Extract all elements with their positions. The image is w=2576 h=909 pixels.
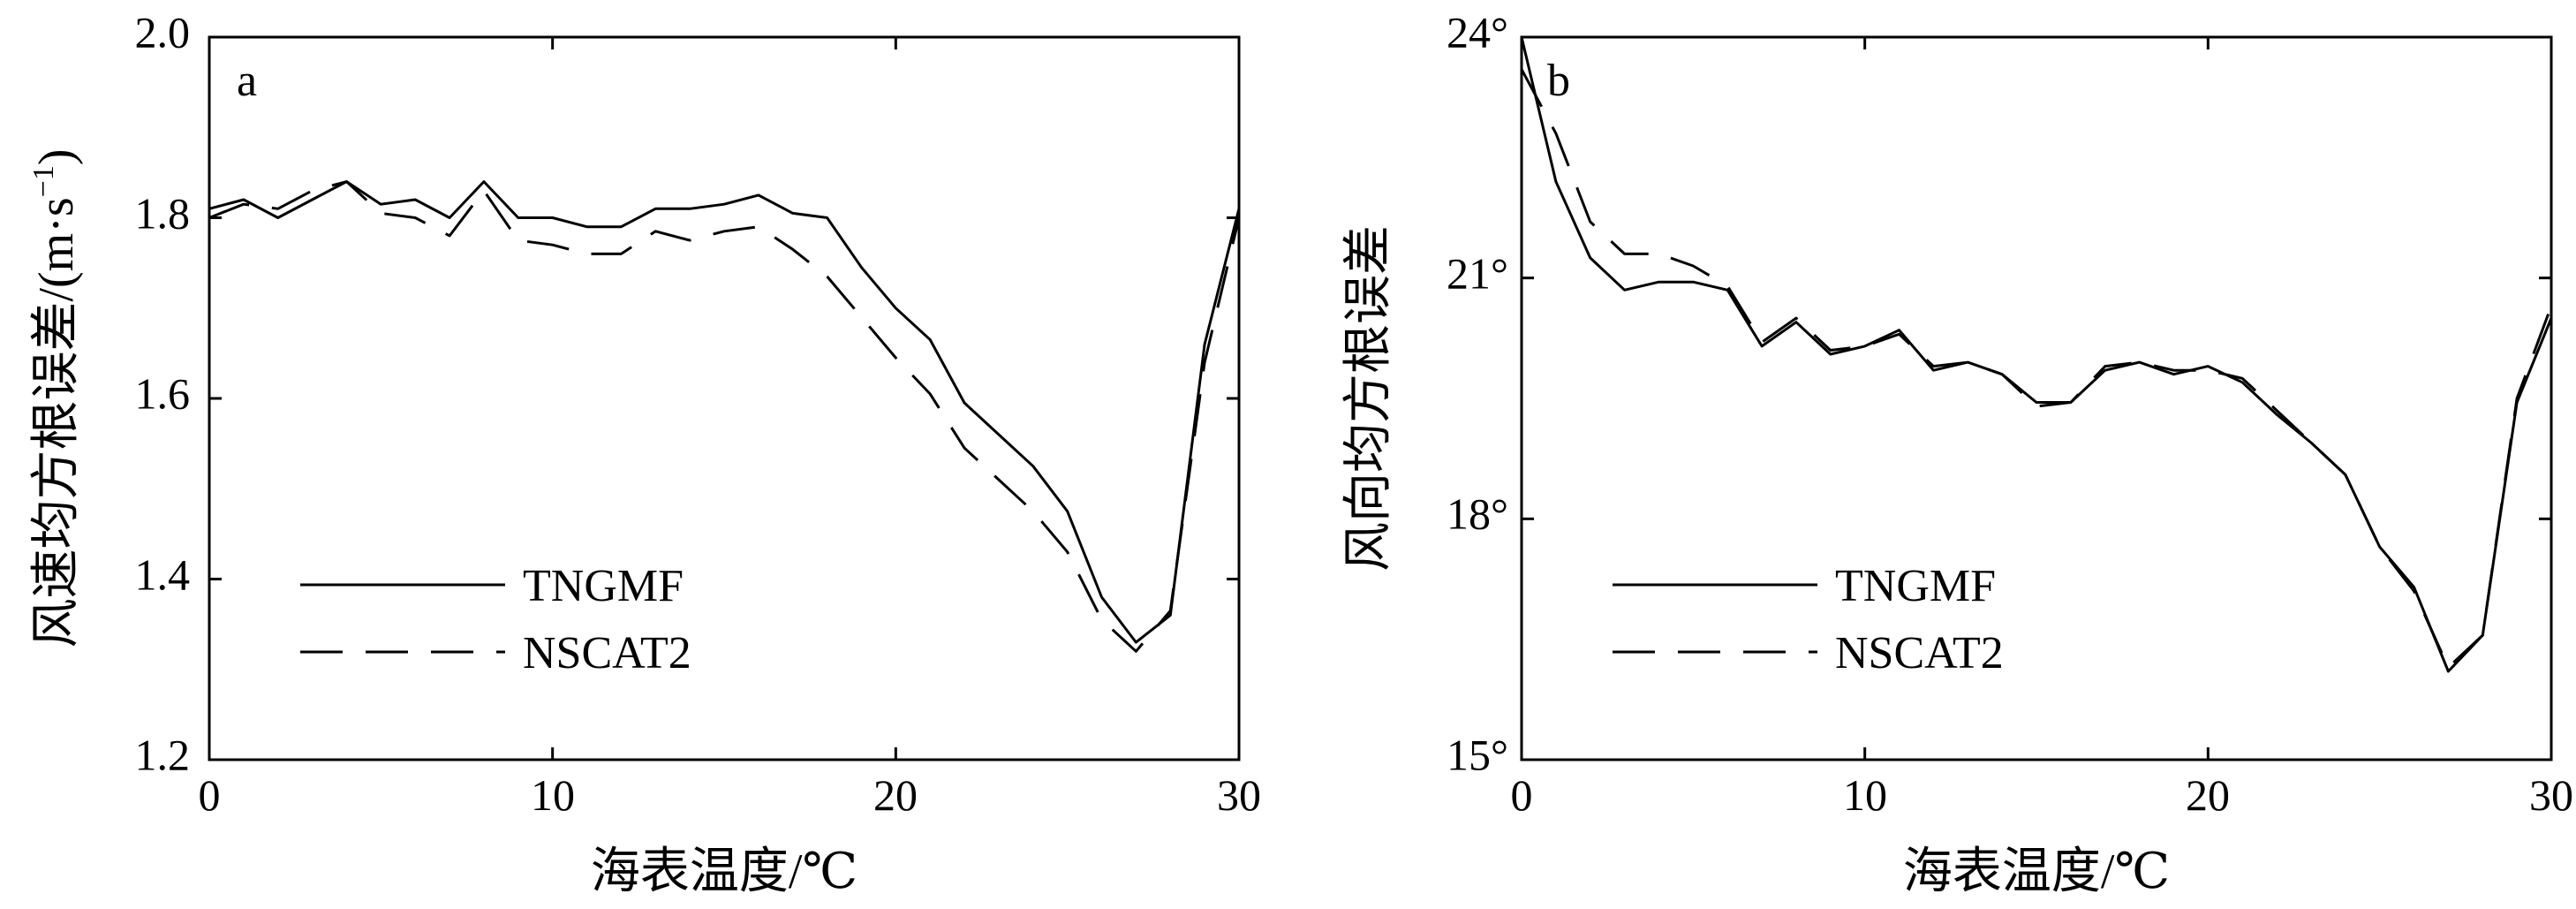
y-tick-label: 2.0 bbox=[135, 7, 191, 57]
y-tick-label: 21° bbox=[1447, 248, 1508, 298]
x-tick-label: 20 bbox=[873, 770, 918, 820]
series-line-nscat2 bbox=[1520, 68, 2553, 669]
x-tick-label: 0 bbox=[1511, 770, 1533, 820]
y-tick-label: 1.8 bbox=[135, 188, 191, 238]
x-tick-label: 30 bbox=[2529, 770, 2573, 820]
y-tick-label: 24° bbox=[1447, 7, 1508, 57]
y-tick-label: 18° bbox=[1447, 489, 1508, 538]
legend: TNGMF NSCAT2 bbox=[300, 561, 691, 678]
x-axis-label: 海表温度/℃ bbox=[591, 845, 857, 899]
plot-frame bbox=[1520, 35, 2553, 761]
plot-frame bbox=[208, 35, 1241, 761]
y-axis-label: 风速均方根误差/(m·s−1) bbox=[27, 148, 84, 648]
y-axis-label-superscript: −1 bbox=[27, 165, 60, 197]
series-line-tngmf bbox=[208, 180, 1241, 644]
series-lines bbox=[1520, 36, 2553, 673]
legend-label-tngmf: TNGMF bbox=[1835, 561, 1996, 611]
series-lines bbox=[208, 180, 1241, 653]
panel-b: b 15° 18° 21° 24° 0 10 20 30 海表温度/℃ 风向均方… bbox=[1341, 7, 2573, 899]
y-tick-label: 1.4 bbox=[135, 549, 191, 599]
legend: TNGMF NSCAT2 bbox=[1613, 561, 2004, 678]
legend-label-nscat2: NSCAT2 bbox=[1835, 628, 2004, 678]
panel-label: b bbox=[1547, 56, 1570, 106]
panel-label: a bbox=[237, 56, 257, 106]
y-axis-label: 风向均方根误差 bbox=[1341, 225, 1396, 572]
y-axis-label-close: ) bbox=[29, 148, 84, 165]
series-line-tngmf bbox=[1520, 36, 2553, 673]
x-tick-label: 20 bbox=[2186, 770, 2230, 820]
legend-label-tngmf: TNGMF bbox=[523, 561, 684, 611]
tick-marks bbox=[1520, 35, 2553, 761]
x-tick-label: 30 bbox=[1217, 770, 1261, 820]
y-tick-label: 15° bbox=[1447, 730, 1508, 779]
x-tick-label: 0 bbox=[199, 770, 221, 820]
panel-a: a 1.2 1.4 1.6 1.8 2.0 0 10 20 30 海表温度/℃ … bbox=[27, 7, 1261, 899]
tick-marks bbox=[208, 35, 1241, 761]
y-axis-label-main: 风速均方根误差/(m·s bbox=[29, 197, 84, 648]
x-tick-label: 10 bbox=[531, 770, 575, 820]
y-tick-label: 1.2 bbox=[135, 730, 191, 779]
y-tick-label: 1.6 bbox=[135, 368, 191, 418]
series-line-nscat2 bbox=[208, 180, 1241, 653]
legend-label-nscat2: NSCAT2 bbox=[523, 628, 691, 678]
x-axis-label: 海表温度/℃ bbox=[1903, 845, 2170, 899]
x-tick-label: 10 bbox=[1843, 770, 1887, 820]
